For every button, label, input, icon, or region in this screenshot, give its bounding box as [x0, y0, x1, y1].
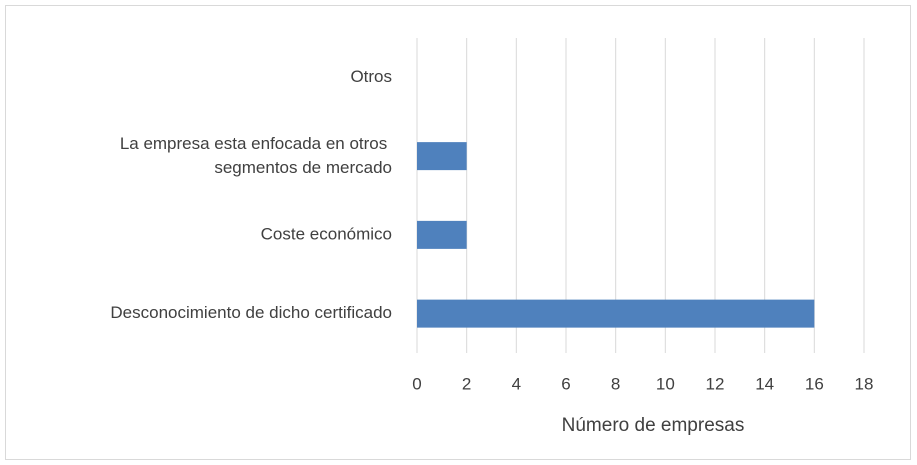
y-tick-label: Desconocimiento de dicho certificado: [110, 303, 392, 322]
x-tick-label: 12: [706, 374, 725, 393]
x-tick-label: 14: [755, 374, 774, 393]
x-tick-label: 2: [462, 374, 471, 393]
bar: [417, 142, 467, 171]
label-line: La empresa esta enfocada en otros: [120, 135, 392, 154]
x-tick-label: 18: [855, 374, 874, 393]
y-tick-label: Otros: [350, 67, 392, 86]
y-tick-label: Coste económico: [261, 224, 392, 243]
x-tick-label: 4: [512, 374, 521, 393]
x-tick-label: 10: [656, 374, 675, 393]
x-tick-label: 6: [561, 374, 570, 393]
x-tick-label: 8: [611, 374, 620, 393]
y-tick-label: La empresa esta enfocada en otros segmen…: [120, 135, 392, 178]
x-tick-label: 0: [412, 374, 421, 393]
bar: [417, 299, 815, 328]
x-axis-label: Número de empresas: [562, 415, 745, 436]
bar: [417, 220, 467, 249]
label-line: segmentos de mercado: [214, 159, 392, 178]
x-tick-label: 16: [805, 374, 824, 393]
